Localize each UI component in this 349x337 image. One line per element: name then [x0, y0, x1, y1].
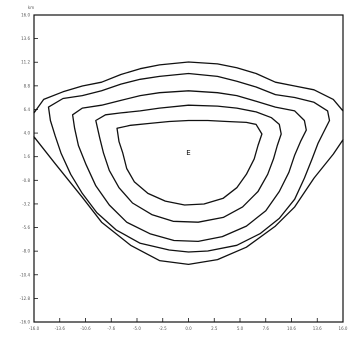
plot-frame — [33, 14, 344, 323]
y-tick-label: -10.4 — [20, 272, 31, 277]
x-tick-label: -5.0 — [133, 326, 141, 331]
y-tick-label: 8.8 — [24, 83, 31, 88]
y-tick-label: -0.8 — [22, 178, 30, 183]
x-tick-label: -10.6 — [80, 326, 91, 331]
y-tick-label: -12.8 — [20, 296, 31, 301]
x-tick-label: -16.0 — [29, 326, 40, 331]
y-tick-label: -16.0 — [20, 320, 31, 325]
y-tick-label: 16.0 — [21, 13, 30, 18]
x-tick-label: 5.0 — [237, 326, 244, 331]
contour-line-level-4 — [95, 104, 282, 223]
x-tick-label: 0.0 — [185, 326, 192, 331]
x-axis-ticks: -16.0 -13.6 -10.6 -7.6 -5.0 -2.5 0.0 2.5 5.0 7.6 1… — [29, 318, 348, 331]
x-tick-label: -2.5 — [159, 326, 167, 331]
x-tick-label: 16.0 — [339, 326, 348, 331]
center-marker: E — [186, 149, 190, 157]
x-tick-label: -13.6 — [55, 326, 66, 331]
y-tick-label: 13.6 — [21, 36, 30, 41]
x-tick-label: 7.6 — [263, 326, 270, 331]
y-tick-label: 6.4 — [24, 107, 31, 112]
y-tick-label: 1.6 — [24, 154, 31, 159]
contour-line-level-1-lower — [33, 136, 344, 266]
contour-line-level-2 — [47, 72, 331, 253]
y-tick-label: -8.0 — [22, 249, 30, 254]
x-tick-label: 13.6 — [313, 326, 322, 331]
y-tick-label: -5.6 — [22, 225, 30, 230]
contour-line-level-5 — [116, 119, 263, 206]
y-tick-label: 4.0 — [24, 131, 31, 136]
x-tick-label: 10.6 — [287, 326, 296, 331]
contour-line-level-3 — [71, 90, 307, 243]
y-tick-label: -3.2 — [22, 201, 30, 206]
x-tick-label: -7.6 — [107, 326, 115, 331]
contour-lines-group — [33, 61, 344, 266]
contour-line-level-1 — [33, 61, 344, 114]
corner-label: km — [28, 5, 34, 10]
x-tick-label: 2.5 — [211, 326, 218, 331]
y-axis-ticks: 16.0 13.6 11.2 8.8 6.4 4.0 1.6 -0.8 -3.2 -5.6 -8.0… — [20, 13, 38, 325]
y-tick-label: 11.2 — [21, 60, 30, 65]
